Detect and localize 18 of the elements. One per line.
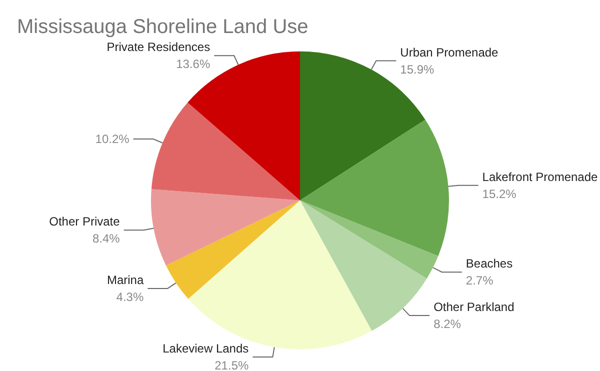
data-label: 21.5% — [214, 358, 249, 371]
slice-label: Marina — [106, 272, 144, 287]
slice-label: Other Parkland — [434, 300, 514, 314]
data-label: 2.7% — [466, 274, 494, 288]
data-label: 10.2% — [95, 132, 130, 146]
chart-title: Mississauga Shoreline Land Use — [17, 16, 308, 38]
data-label: 15.2% — [482, 186, 517, 201]
slice-label: Lakefront Promenade — [482, 170, 598, 184]
data-label: 8.4% — [92, 232, 120, 246]
data-label: 8.2% — [434, 317, 462, 332]
slice-label: Other Private — [49, 214, 120, 229]
slice-label: Beaches — [466, 256, 513, 271]
data-label: 13.6% — [176, 57, 210, 72]
slice-label: Private Residences — [106, 40, 210, 54]
slice-label: Lakeview Lands — [162, 341, 249, 356]
data-label: 15.9% — [400, 62, 435, 76]
slice-label: Urban Promenade — [400, 45, 499, 60]
data-label: 4.3% — [116, 290, 144, 304]
